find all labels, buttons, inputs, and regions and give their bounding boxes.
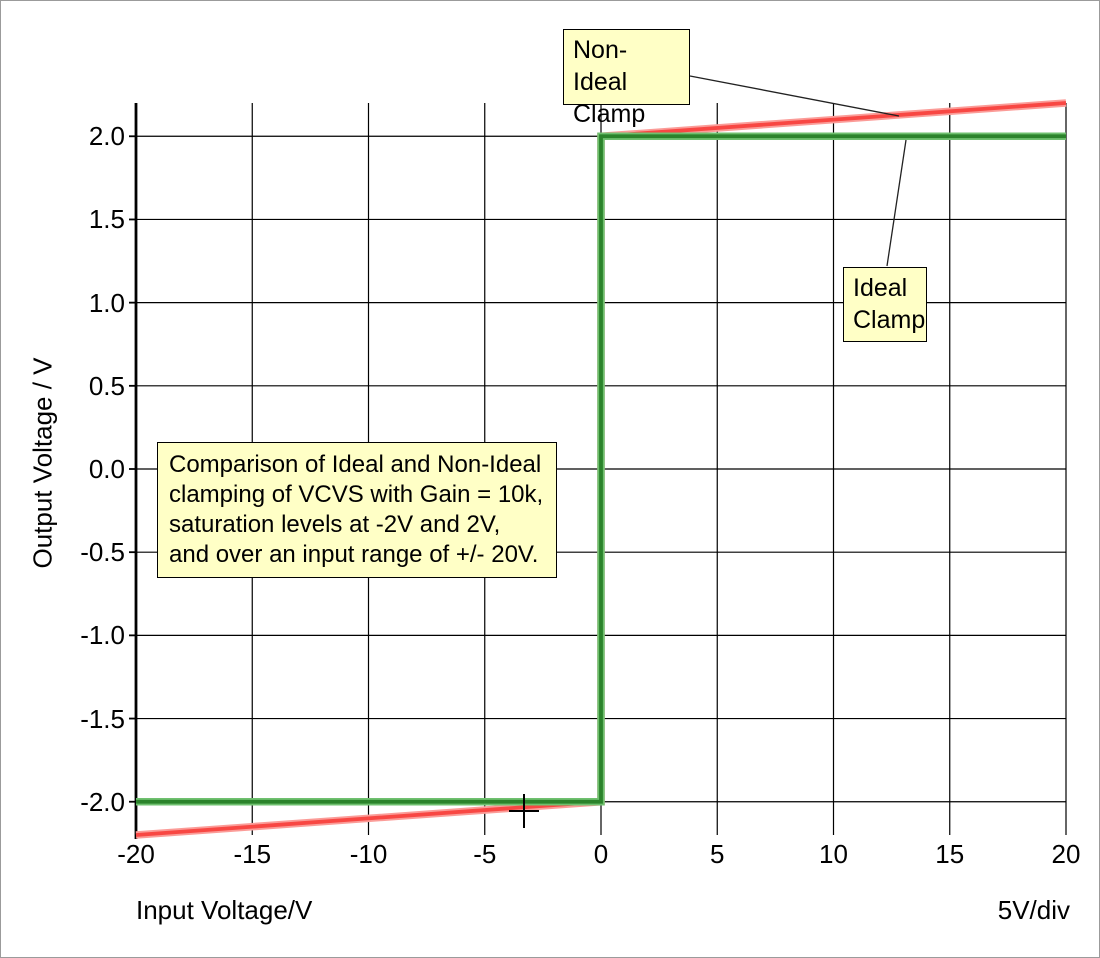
x-tick-label: -10 [349,839,388,869]
y-tick-label: -1.5 [80,703,125,734]
y-tick-label: 1.0 [88,287,125,318]
y-tick-label: 0.5 [88,370,125,401]
x-tick-label: 15 [935,839,965,869]
y-axis-title: Output Voltage / V [27,357,58,569]
non-ideal-clamp-annotation[interactable]: Non-Ideal Clamp [563,29,690,128]
x-tick-label: -15 [233,839,272,869]
non-ideal-leader [689,75,900,117]
x-scale-note: 5V/div [997,895,1070,925]
x-tick-label: -5 [473,839,497,869]
x-tick-label: -20 [117,839,155,869]
description-annotation[interactable]: Comparison of Ideal and Non-Ideal clampi… [157,442,557,578]
ideal-clamp-annotation[interactable]: Ideal Clamp [843,267,927,342]
y-tick-label: 1.5 [88,204,125,235]
y-tick-label: -2.0 [80,786,125,817]
x-tick-label: 20 [1051,839,1081,869]
x-tick-label: 5 [710,839,725,869]
x-tick-label: 10 [819,839,848,869]
y-tick-label: -1.0 [80,620,125,651]
ideal-leader [886,139,907,267]
y-tick-label: 2.0 [88,121,125,152]
x-tick-label: 0 [593,839,609,869]
y-tick-label: -0.5 [80,537,125,568]
x-axis-title: Input Voltage/V [136,895,313,925]
ideal-clamp-curve [136,134,1066,804]
y-tick-label: 0.0 [88,454,125,484]
